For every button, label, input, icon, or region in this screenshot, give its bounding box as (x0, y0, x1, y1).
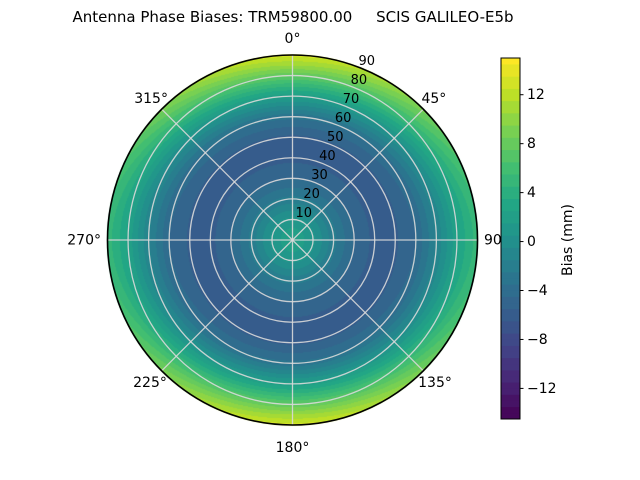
radial-tick-label: 60 (335, 111, 352, 126)
colorbar-segment (501, 235, 520, 242)
colorbar-segment (501, 388, 520, 395)
colorbar-segment (501, 247, 520, 255)
colorbar-segment (501, 394, 520, 401)
radial-tick-label: 10 (296, 206, 313, 221)
colorbar-segment (501, 198, 520, 206)
colorbar-segment (501, 351, 520, 359)
colorbar-segment (501, 143, 520, 151)
colorbar-segment (501, 57, 520, 65)
colorbar-segment (501, 161, 520, 169)
colorbar-segment (501, 106, 520, 114)
colorbar-segment (501, 186, 520, 193)
polar-grid (107, 55, 478, 425)
colorbar-segment (501, 69, 520, 77)
colorbar-segment (501, 167, 520, 175)
colorbar-label: Bias (mm) (560, 204, 576, 276)
radial-tick-label: 90 (358, 54, 375, 69)
theta-tick-label: 315° (134, 91, 168, 107)
colorbar-segment (501, 180, 520, 187)
colorbar-segment (501, 406, 520, 414)
colorbar-segment (501, 357, 520, 365)
colorbar-segment (501, 155, 520, 163)
colorbar-segment (501, 333, 520, 340)
colorbar-tick-label: −12 (527, 381, 557, 397)
colorbar-segment (501, 326, 520, 334)
colorbar-segment (501, 100, 520, 108)
radial-tick-label: 80 (351, 73, 368, 88)
radial-tick-label: 40 (319, 149, 336, 164)
theta-tick-labels: 0° 45° 90 135° 180° 225° 270° 315° (67, 31, 502, 456)
colorbar-segment (501, 222, 520, 230)
colorbar-segment (501, 82, 520, 89)
radial-tick-label: 70 (343, 92, 360, 107)
colorbar-segment (501, 210, 520, 218)
colorbar-segment (501, 131, 520, 138)
theta-gridline (161, 108, 293, 241)
colorbar-segment (501, 76, 520, 83)
colorbar-segment (501, 375, 520, 383)
colorbar-segment (501, 302, 520, 310)
chart-title: Antenna Phase Biases: TRM59800.00 SCIS G… (72, 8, 514, 26)
colorbar-segment (501, 339, 520, 346)
colorbar: −12 −8 −4 0 4 8 12 (500, 57, 557, 420)
colorbar-segment (501, 241, 520, 248)
colorbar-segment (501, 94, 520, 102)
theta-tick-label: 225° (133, 375, 167, 391)
colorbar-segment (501, 216, 520, 224)
colorbar-segment (501, 229, 520, 236)
colorbar-segment (501, 314, 520, 322)
theta-tick-label: 90 (484, 232, 502, 248)
colorbar-segment (501, 290, 520, 297)
colorbar-segment (501, 400, 520, 408)
colorbar-segment (501, 125, 520, 132)
colorbar-segment (501, 363, 520, 371)
colorbar-segment (501, 118, 520, 126)
radial-tick-label: 50 (327, 130, 344, 145)
colorbar-segment (501, 296, 520, 304)
colorbar-segment (501, 308, 520, 316)
colorbar-tick-label: 0 (527, 234, 536, 250)
colorbar-segment (501, 320, 520, 328)
theta-tick-label: 180° (276, 440, 310, 456)
theta-tick-label: 270° (67, 232, 101, 248)
radial-tick-label: 30 (311, 168, 328, 183)
colorbar-tick-label: 4 (527, 185, 536, 201)
colorbar-segment (501, 381, 520, 389)
colorbar-segment (501, 271, 520, 279)
colorbar-segment (501, 277, 520, 285)
colorbar-tick-label: −4 (527, 283, 548, 299)
colorbar-outline (500, 57, 521, 420)
colorbar-segment (501, 112, 520, 120)
polar-outer-ring (106, 54, 479, 426)
colorbar-tick-label: −8 (527, 332, 548, 348)
colorbar-segment (501, 345, 520, 352)
colorbar-tick-label: 8 (527, 136, 536, 152)
colorbar-segment (501, 265, 520, 273)
colorbar-segment (501, 192, 520, 200)
theta-tick-label: 45° (421, 91, 446, 107)
radial-tick-labels: 10 20 30 40 50 60 70 80 90 (296, 54, 375, 221)
colorbar-segment (501, 259, 520, 267)
colorbar-segment (501, 284, 520, 291)
colorbar-segment (501, 63, 520, 71)
theta-gridline (292, 108, 424, 241)
theta-tick-label: 0° (285, 31, 301, 47)
radial-tick-label: 20 (303, 187, 320, 202)
colorbar-segment (501, 412, 520, 420)
theta-gridline (292, 239, 424, 372)
colorbar-segment (501, 149, 520, 157)
colorbar-segment (501, 173, 520, 181)
theta-gridline (161, 239, 293, 372)
theta-tick-label: 135° (418, 375, 452, 391)
colorbar-segment (501, 137, 520, 144)
colorbar-tick-label: 12 (527, 87, 545, 103)
colorbar-segment (501, 369, 520, 377)
colorbar-segment (501, 204, 520, 212)
colorbar-segment (501, 253, 520, 261)
colorbar-segment (501, 88, 520, 96)
